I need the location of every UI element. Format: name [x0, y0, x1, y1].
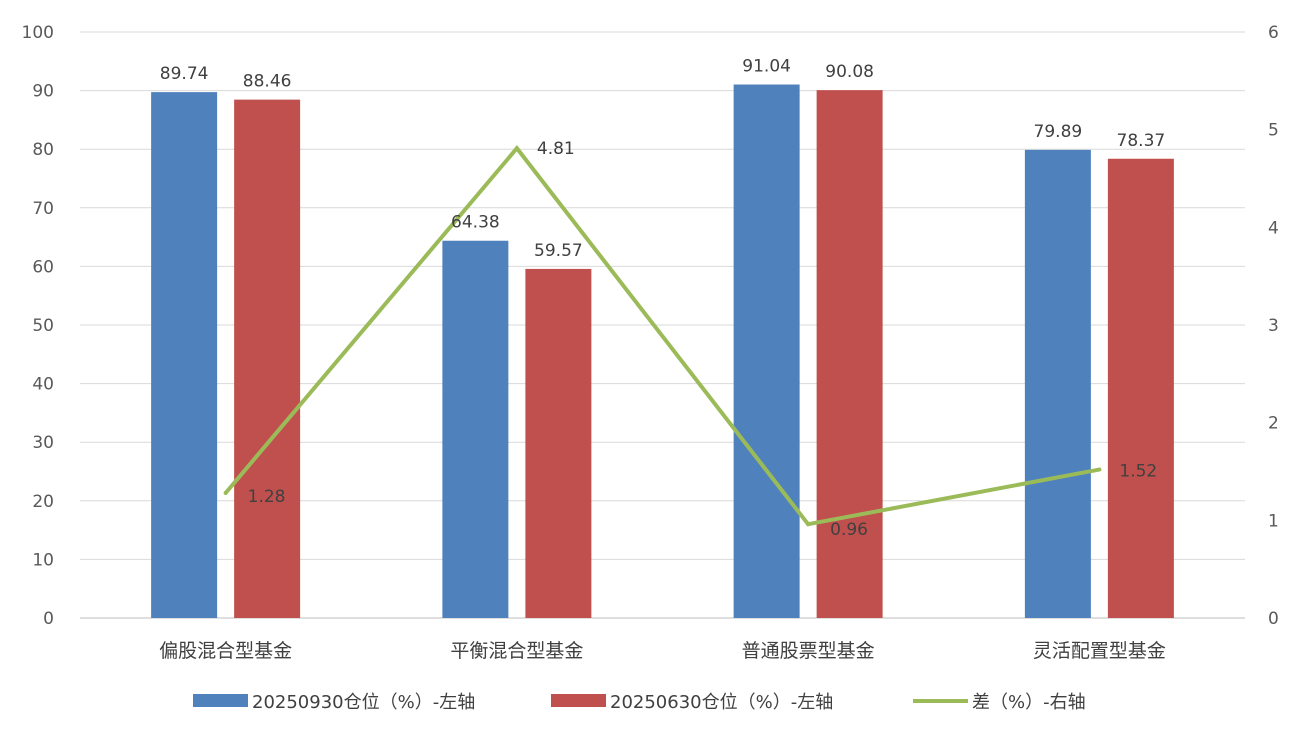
bar: [1107, 158, 1174, 618]
legend-label: 20250630仓位（%）-左轴: [610, 692, 833, 713]
line-point: [806, 522, 811, 527]
bar: [1024, 149, 1091, 618]
left-tick-label: 0: [43, 609, 54, 629]
bar-data-label: 91.04: [742, 57, 791, 77]
right-tick-label: 3: [1268, 316, 1279, 336]
x-axis-categories: 偏股混合型基金 平衡混合型基金 普通股票型基金 灵活配置型基金: [159, 640, 1166, 662]
category-label: 普通股票型基金: [742, 640, 875, 662]
line-point: [514, 146, 519, 151]
bar-data-label: 90.08: [825, 62, 874, 82]
right-tick-label: 2: [1268, 414, 1279, 434]
line-data-label: 4.81: [537, 139, 575, 159]
bar-data-label: 78.37: [1117, 131, 1166, 151]
bar: [525, 268, 592, 618]
legend-label: 差（%）-右轴: [972, 692, 1086, 713]
line-point: [223, 490, 228, 495]
legend-label: 20250930仓位（%）-左轴: [252, 692, 475, 713]
bar: [733, 84, 800, 618]
left-tick-label: 80: [32, 140, 54, 160]
right-tick-label: 0: [1268, 609, 1279, 629]
bar: [816, 90, 883, 618]
right-tick-label: 6: [1268, 23, 1279, 43]
right-tick-label: 1: [1268, 511, 1279, 531]
bars: [151, 84, 1174, 619]
bar-data-label: 88.46: [243, 72, 292, 92]
category-label: 偏股混合型基金: [159, 640, 292, 662]
legend-swatch: [193, 694, 248, 707]
bar-data-label: 89.74: [160, 64, 209, 84]
line-data-label: 1.28: [248, 487, 286, 507]
bar-data-label: 64.38: [451, 213, 500, 233]
bar: [442, 240, 509, 618]
left-tick-label: 20: [32, 492, 54, 512]
bar-data-label: 59.57: [534, 241, 583, 261]
left-y-axis: 0 10 20 30 40 50 60 70 80 90 100: [22, 23, 54, 629]
legend: 20250930仓位（%）-左轴 20250630仓位（%）-左轴 差（%）-右轴: [193, 692, 1086, 713]
data-labels: 89.74 88.46 64.38 59.57 91.04 90.08 79.89 78.37…: [160, 57, 1165, 541]
category-label: 灵活配置型基金: [1033, 640, 1166, 662]
right-tick-label: 5: [1268, 121, 1279, 141]
line-series-path: [224, 145, 1100, 527]
left-tick-label: 90: [32, 82, 54, 102]
legend-swatch: [551, 694, 606, 707]
left-tick-label: 10: [32, 550, 54, 570]
left-tick-label: 60: [32, 257, 54, 277]
bar-data-label: 79.89: [1034, 122, 1083, 142]
difference-line: [223, 145, 1102, 527]
left-tick-label: 70: [32, 199, 54, 219]
right-tick-label: 4: [1268, 218, 1279, 238]
right-y-axis: 0 1 2 3 4 5 6: [1268, 23, 1279, 629]
line-point: [1097, 467, 1102, 472]
bar: [234, 99, 301, 619]
left-tick-label: 100: [22, 23, 54, 43]
line-data-label: 1.52: [1119, 462, 1157, 482]
left-tick-label: 40: [32, 375, 54, 395]
line-data-label: 0.96: [830, 520, 868, 540]
left-tick-label: 30: [32, 433, 54, 453]
bar: [151, 92, 218, 618]
category-label: 平衡混合型基金: [450, 640, 583, 662]
left-tick-label: 50: [32, 316, 54, 336]
